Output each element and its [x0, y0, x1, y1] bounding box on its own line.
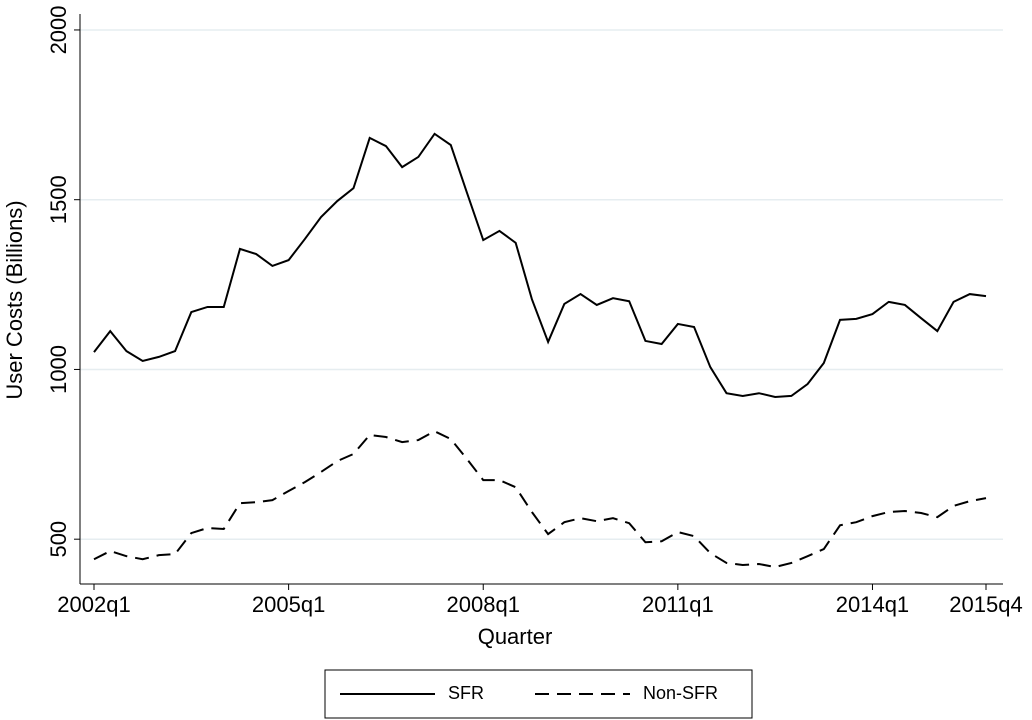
x-tick-label: 2005q1	[252, 592, 325, 617]
x-tick-label: 2002q1	[57, 592, 130, 617]
x-tick-label: 2011q1	[642, 592, 714, 617]
legend-box	[324, 669, 753, 719]
x-tick-label: 2015q4	[949, 592, 1022, 617]
x-tick-label: 2014q1	[836, 592, 909, 617]
series-line	[93, 430, 987, 569]
x-tick-label: 2008q1	[447, 592, 520, 617]
y-tick-label: 500	[46, 521, 71, 558]
y-axis-title: User Costs (Billions)	[2, 200, 27, 399]
y-tick-label: 2000	[46, 5, 71, 54]
series-line	[93, 132, 987, 398]
x-axis-title: Quarter	[478, 624, 553, 649]
y-tick-label: 1500	[46, 175, 71, 224]
legend-label: SFR	[448, 683, 484, 703]
y-tick-label: 1000	[46, 345, 71, 394]
legend-label: Non-SFR	[643, 683, 718, 703]
